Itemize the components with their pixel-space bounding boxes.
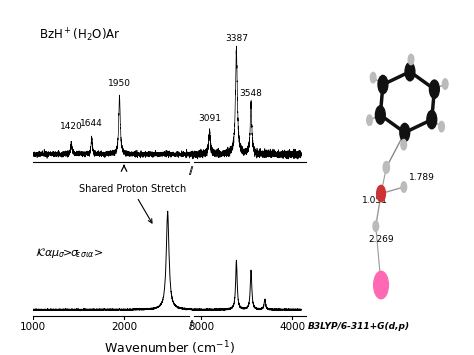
- Text: 4000: 4000: [279, 322, 305, 332]
- Text: Shared Proton Stretch: Shared Proton Stretch: [79, 184, 186, 223]
- Text: 1.789: 1.789: [409, 173, 435, 182]
- Circle shape: [408, 54, 414, 65]
- Text: 1950: 1950: [108, 79, 131, 88]
- Text: $\!/\!/$: $\!/\!/$: [188, 164, 195, 177]
- Circle shape: [375, 106, 385, 124]
- Circle shape: [439, 121, 444, 132]
- Text: 1644: 1644: [80, 119, 103, 128]
- Circle shape: [383, 162, 390, 173]
- Circle shape: [427, 110, 437, 129]
- Text: 3387: 3387: [225, 34, 248, 43]
- Text: 1.051: 1.051: [362, 196, 388, 204]
- Text: BzH$^+$(H$_2$O)Ar: BzH$^+$(H$_2$O)Ar: [39, 26, 120, 44]
- Circle shape: [370, 72, 376, 83]
- Text: Wavenumber (cm$^{-1}$): Wavenumber (cm$^{-1}$): [104, 339, 235, 355]
- Circle shape: [377, 185, 385, 202]
- Text: 1000: 1000: [20, 322, 46, 332]
- Text: 1420: 1420: [60, 122, 82, 131]
- Text: 3091: 3091: [198, 114, 221, 123]
- Circle shape: [401, 140, 407, 150]
- Circle shape: [429, 80, 439, 98]
- Circle shape: [400, 124, 410, 142]
- Text: $\mathcal{K}\alpha\mu_{\sigma}\!\!>\!\!\sigma_{\!\epsilon\sigma\iota\alpha\!}>$: $\mathcal{K}\alpha\mu_{\sigma}\!\!>\!\!\…: [35, 246, 104, 260]
- Text: $\!/\!/$: $\!/\!/$: [188, 317, 195, 331]
- Circle shape: [442, 79, 448, 89]
- Text: 2000: 2000: [111, 322, 137, 332]
- Circle shape: [378, 76, 388, 94]
- Text: 3548: 3548: [239, 88, 263, 98]
- Text: 2.269: 2.269: [369, 235, 394, 244]
- Circle shape: [405, 62, 415, 81]
- Text: 3000: 3000: [188, 322, 214, 332]
- Circle shape: [374, 271, 388, 299]
- Circle shape: [367, 115, 373, 125]
- Circle shape: [373, 221, 379, 231]
- Text: B3LYP/6-311+G(d,p): B3LYP/6-311+G(d,p): [307, 322, 410, 331]
- Circle shape: [401, 182, 407, 192]
